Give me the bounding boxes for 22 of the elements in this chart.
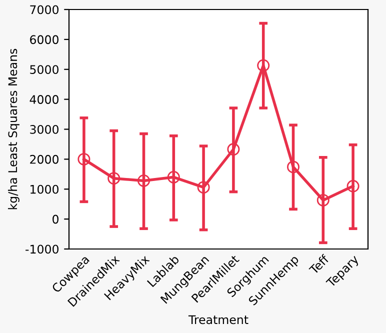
- point: [78, 152, 90, 166]
- point: [316, 194, 330, 206]
- y-tick-label: 1000: [30, 184, 58, 194]
- point: [197, 181, 210, 194]
- y-tick-label: 4000: [30, 95, 58, 104]
- point: [227, 143, 240, 156]
- x-tick-label: Teff: [308, 254, 330, 276]
- y-tick-label: -1000: [26, 244, 58, 254]
- point: [108, 172, 120, 185]
- point: [138, 174, 150, 187]
- y-tick-label: 3000: [30, 124, 58, 134]
- y-tick-label: 2000: [30, 154, 58, 164]
- y-tick-label: 6000: [30, 35, 58, 44]
- y-tick-label: 5000: [30, 65, 58, 74]
- point: [346, 180, 360, 192]
- point: [287, 160, 300, 174]
- point: [167, 170, 180, 184]
- y-tick-label: 0: [52, 214, 58, 224]
- x-axis-title: Treatment: [188, 315, 248, 324]
- y-tick-label: 7000: [30, 5, 58, 14]
- y-axis-title: kg/ha Least Squares Means: [8, 48, 20, 210]
- point: [257, 59, 270, 72]
